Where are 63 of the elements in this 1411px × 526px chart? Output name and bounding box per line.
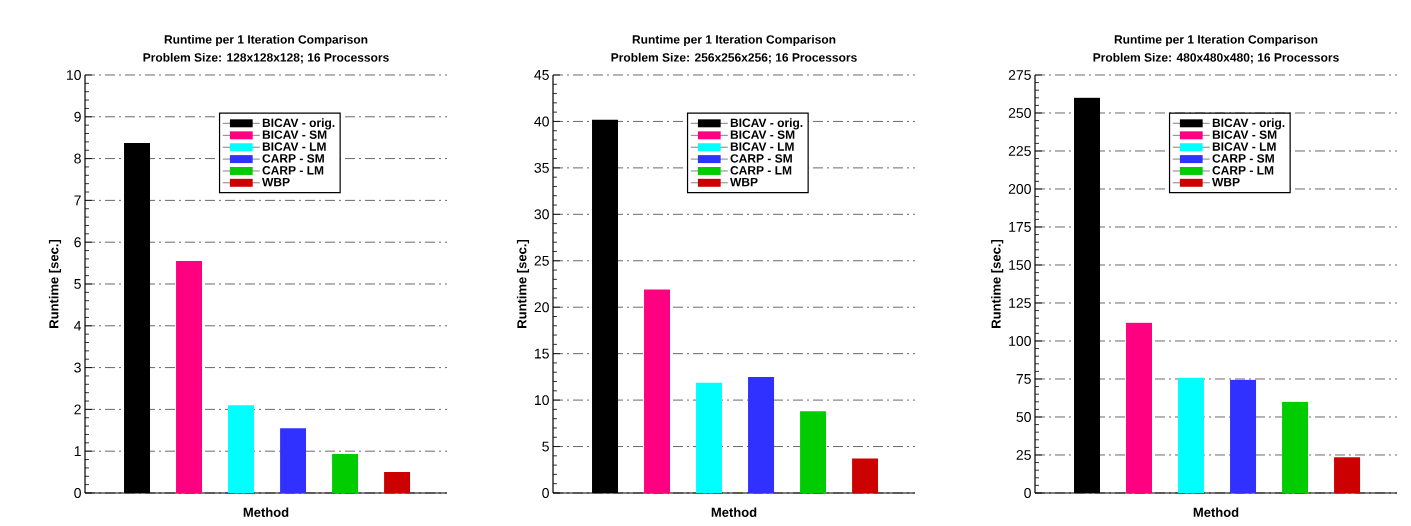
y-tick-label: 8: [74, 153, 81, 164]
legend-label: WBP: [262, 177, 290, 187]
legend-label: BICAV - SM: [262, 130, 327, 139]
chart-subtitle: Problem Size: 256x256x256; 16 Processors: [611, 52, 857, 64]
y-tick-label: 3: [74, 362, 81, 373]
legend-label: BICAV - LM: [730, 142, 794, 151]
legend-label: BICAV - LM: [262, 142, 326, 151]
y-tick-label: 30: [534, 209, 549, 220]
legend-label: CARP - LM: [262, 166, 324, 175]
legend-label: WBP: [1212, 177, 1240, 187]
y-tick-label: 45: [534, 70, 549, 80]
y-axis-title: Runtime [sec.]: [48, 239, 62, 328]
y-tick-label: 275: [1008, 70, 1031, 80]
y-tick-label: 2: [74, 404, 81, 415]
y-tick-label: 50: [1016, 412, 1031, 422]
legend-label: BICAV - orig.: [730, 118, 803, 130]
legend-label: BICAV - SM: [730, 130, 795, 139]
y-tick-label: 150: [1009, 260, 1031, 270]
y-tick-label: 9: [74, 111, 81, 122]
y-tick-label: 10: [534, 395, 549, 406]
y-tick-label: 200: [1008, 184, 1031, 194]
legend-label: CARP - LM: [730, 166, 792, 175]
x-axis-title: Method: [243, 507, 289, 517]
y-tick-label: 25: [1016, 450, 1031, 460]
y-tick-label: 20: [534, 302, 549, 313]
y-tick-label: 15: [534, 348, 549, 359]
chart-title: Runtime per 1 Iteration Comparison: [1114, 34, 1318, 47]
legend-label: CARP - SM: [1212, 154, 1274, 163]
legend-label: BICAV - orig.: [262, 118, 335, 130]
y-tick-label: 1: [74, 446, 81, 456]
x-axis-title: Method: [711, 507, 757, 517]
legend-label: CARP - SM: [730, 154, 792, 163]
y-tick-label: 5: [542, 441, 549, 452]
chart-title: Runtime per 1 Iteration Comparison: [164, 34, 368, 47]
y-tick-label: 35: [534, 162, 549, 173]
chart-subtitle: Problem Size: 480x480x480; 16 Processors: [1093, 52, 1339, 64]
y-tick-label: 0: [1024, 488, 1031, 498]
y-tick-label: 0: [542, 488, 549, 498]
y-tick-label: 175: [1009, 222, 1031, 232]
chart-subtitle: Problem Size: 128x128x128; 16 Processors: [143, 52, 389, 64]
y-tick-label: 5: [74, 279, 81, 289]
y-tick-label: 75: [1016, 374, 1031, 384]
legend-label: CARP - LM: [1212, 166, 1274, 175]
chart-title: Runtime per 1 Iteration Comparison: [632, 34, 836, 47]
legend-label: BICAV - LM: [1212, 142, 1276, 151]
y-tick-label: 40: [534, 116, 549, 127]
legend-label: BICAV - SM: [1212, 130, 1277, 139]
y-tick-label: 7: [74, 195, 81, 206]
y-tick-label: 25: [534, 255, 549, 266]
y-tick-label: 4: [74, 320, 82, 331]
legend-label: WBP: [730, 177, 758, 187]
y-axis-title: Runtime [sec.]: [991, 239, 1004, 328]
legend-label: BICAV - orig.: [1212, 118, 1285, 130]
y-tick-label: 6: [74, 237, 81, 248]
legend-label: CARP - SM: [262, 154, 324, 163]
y-tick-label: 10: [66, 70, 81, 80]
y-axis-title: Runtime [sec.]: [516, 239, 530, 328]
x-axis-title: Method: [1193, 507, 1239, 517]
y-tick-label: 100: [1009, 336, 1031, 346]
y-tick-label: 250: [1008, 108, 1031, 118]
y-tick-label: 0: [74, 488, 81, 498]
y-tick-label: 125: [1009, 298, 1031, 308]
y-tick-label: 225: [1008, 146, 1031, 156]
